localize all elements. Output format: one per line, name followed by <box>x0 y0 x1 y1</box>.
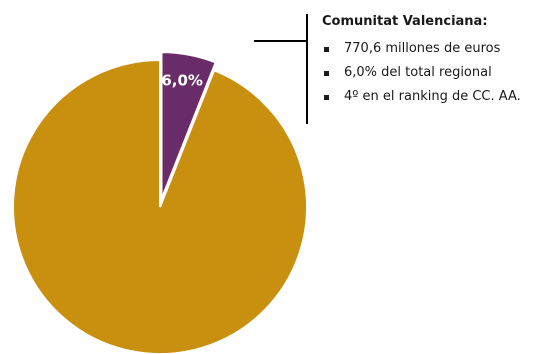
annotation-title: Comunitat Valenciana: <box>322 14 544 29</box>
pie-slices <box>13 52 307 354</box>
annotation-bullet: 6,0% del total regional <box>322 61 544 85</box>
annotation-bullet: 4º en el ranking de CC. AA. <box>322 85 544 109</box>
annotation-bullet: 770,6 millones de euros <box>322 37 544 61</box>
pie-data-labels: 6,0% <box>161 71 203 89</box>
annotation-bullet-list: 770,6 millones de euros 6,0% del total r… <box>322 37 544 109</box>
annotation-box: Comunitat Valenciana: 770,6 millones de … <box>322 14 544 109</box>
pie-data-label: 6,0% <box>161 71 203 89</box>
pie-slice <box>13 60 307 354</box>
